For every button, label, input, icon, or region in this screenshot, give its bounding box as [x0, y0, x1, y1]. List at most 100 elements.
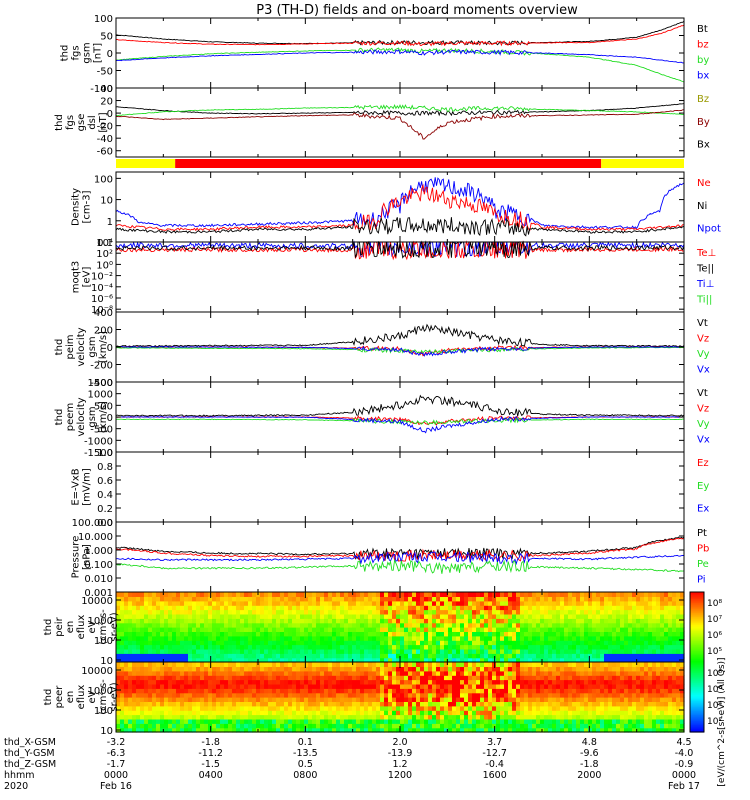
spectrogram-cell: [636, 697, 641, 702]
spectrogram-cell: [564, 727, 569, 733]
spectrogram-cell: [396, 727, 401, 733]
spectrogram-cell: [140, 640, 145, 646]
spectrogram-cell: [652, 705, 657, 711]
spectrogram-cell: [332, 653, 337, 659]
spectrogram-cell: [364, 622, 369, 628]
spectrogram-cell: [576, 596, 581, 602]
spectrogram-cell: [520, 635, 525, 641]
spectrogram-cell: [296, 640, 301, 646]
spectrogram-cell: [660, 710, 665, 716]
spectrogram-cell: [464, 640, 469, 646]
spectrogram-cell: [296, 627, 301, 632]
spectrogram-cell: [568, 697, 573, 702]
spectrogram-cell: [440, 627, 445, 632]
spectrogram-cell: [628, 714, 633, 720]
spectrogram-cell: [552, 631, 557, 637]
spectrogram-cell: [240, 701, 245, 707]
spectrogram-cell: [212, 675, 217, 681]
spectrogram-cell: [504, 609, 509, 615]
spectrogram-cell: [244, 657, 249, 663]
spectrogram-cell: [168, 622, 173, 628]
spectrogram-cell: [408, 701, 413, 707]
spectrogram-cell: [180, 592, 185, 597]
spectrogram-cell: [668, 635, 673, 641]
spectrogram-cell: [500, 627, 505, 632]
spectrogram-cell: [116, 644, 121, 650]
spectrogram-cell: [404, 662, 409, 667]
spectrogram-cell: [360, 613, 365, 619]
spectrogram-cell: [236, 675, 241, 681]
spectrogram-cell: [120, 605, 125, 611]
spectrogram-cell: [528, 723, 533, 729]
spectrogram-cell: [160, 670, 165, 676]
spectrogram-cell: [256, 605, 261, 611]
spectrogram-cell: [560, 679, 565, 685]
spectrogram-cell: [392, 683, 397, 689]
spectrogram-cell: [504, 727, 509, 733]
spectrogram-cell: [492, 605, 497, 611]
spectrogram-cell: [204, 644, 209, 650]
spectrogram-cell: [192, 605, 197, 611]
spectrogram-cell: [656, 631, 661, 637]
spectrogram-cell: [476, 613, 481, 619]
spectrogram-cell: [568, 635, 573, 641]
spectrogram-cell: [192, 662, 197, 667]
spectrogram-cell: [164, 723, 169, 729]
spectrogram-cell: [196, 705, 201, 711]
spectrogram-cell: [308, 705, 313, 711]
spectrogram-cell: [252, 653, 257, 659]
spectrogram-cell: [464, 666, 469, 672]
spectrogram-cell: [508, 618, 513, 624]
spectrogram-cell: [144, 692, 149, 698]
spectrogram-cell: [464, 697, 469, 702]
spectrogram-cell: [308, 727, 313, 733]
spectrogram-cell: [236, 600, 241, 606]
spectrogram-cell: [400, 631, 405, 637]
spectrogram-cell: [396, 723, 401, 729]
spectrogram-cell: [552, 727, 557, 733]
spectrogram-cell: [336, 697, 341, 702]
spectrogram-cell: [472, 714, 477, 720]
spectrogram-cell: [464, 596, 469, 602]
spectrogram-cell: [584, 648, 589, 654]
spectrogram-cell: [572, 714, 577, 720]
spectrogram-cell: [564, 705, 569, 711]
spectrogram-cell: [208, 605, 213, 611]
spectrogram-cell: [644, 692, 649, 698]
spectrogram-cell: [396, 600, 401, 606]
spectrogram-cell: [416, 670, 421, 676]
spectrogram-cell: [508, 631, 513, 637]
spectrogram-cell: [500, 666, 505, 672]
spectrogram-cell: [332, 701, 337, 707]
spectrogram-cell: [488, 592, 493, 597]
spectrogram-cell: [340, 631, 345, 637]
spectrogram-cell: [308, 670, 313, 676]
spectrogram-cell: [456, 605, 461, 611]
spectrogram-cell: [592, 675, 597, 681]
spectrogram-cell: [384, 592, 389, 597]
spectrogram-cell: [200, 622, 205, 628]
spectrogram-cell: [372, 613, 377, 619]
spectrogram-cell: [600, 596, 605, 602]
spectrogram-cell: [336, 635, 341, 641]
spectrogram-cell: [128, 627, 133, 632]
spectrogram-cell: [132, 705, 137, 711]
spectrogram-cell: [504, 622, 509, 628]
spectrogram-cell: [608, 697, 613, 702]
spectrogram-cell: [504, 640, 509, 646]
spectrogram-cell: [236, 627, 241, 632]
spectrogram-cell: [480, 718, 485, 724]
spectrogram-cell: [120, 631, 125, 637]
spectrogram-cell: [476, 635, 481, 641]
spectrogram-cell: [572, 692, 577, 698]
spectrogram-cell: [448, 627, 453, 632]
spectrogram-cell: [176, 727, 181, 733]
spectrogram-cell: [536, 596, 541, 602]
spectrogram-cell: [652, 600, 657, 606]
spectrogram-cell: [592, 705, 597, 711]
spectrogram-cell: [488, 644, 493, 650]
spectrogram-cell: [464, 653, 469, 659]
spectrogram-cell: [316, 609, 321, 615]
spectrogram-cell: [324, 592, 329, 597]
spectrogram-cell: [240, 666, 245, 672]
